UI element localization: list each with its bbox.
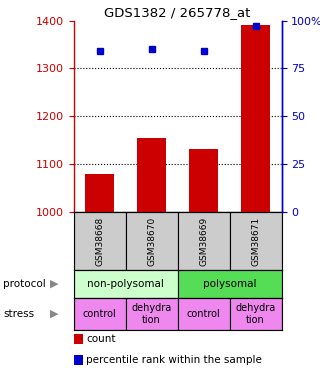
Bar xyxy=(126,212,178,270)
Text: dehydra
tion: dehydra tion xyxy=(132,303,172,325)
Text: ▶: ▶ xyxy=(50,309,58,319)
Text: control: control xyxy=(83,309,116,319)
Text: GSM38669: GSM38669 xyxy=(199,216,208,266)
Text: percentile rank within the sample: percentile rank within the sample xyxy=(86,355,262,365)
Text: count: count xyxy=(86,334,116,344)
Bar xyxy=(189,149,218,212)
Bar xyxy=(178,270,282,298)
Text: GSM38668: GSM38668 xyxy=(95,216,104,266)
Bar xyxy=(74,355,83,365)
Bar xyxy=(74,334,83,344)
Text: polysomal: polysomal xyxy=(203,279,256,289)
Bar xyxy=(74,270,178,298)
Bar xyxy=(178,298,230,330)
Text: protocol: protocol xyxy=(3,279,46,289)
Title: GDS1382 / 265778_at: GDS1382 / 265778_at xyxy=(104,6,251,20)
Text: GSM38670: GSM38670 xyxy=(147,216,156,266)
Bar xyxy=(74,212,126,270)
Bar xyxy=(137,138,166,212)
Bar xyxy=(126,298,178,330)
Bar xyxy=(178,212,230,270)
Bar xyxy=(241,26,270,212)
Text: GSM38671: GSM38671 xyxy=(251,216,260,266)
Bar xyxy=(230,298,282,330)
Bar xyxy=(230,212,282,270)
Text: non-polysomal: non-polysomal xyxy=(87,279,164,289)
Text: control: control xyxy=(187,309,220,319)
Bar xyxy=(74,298,126,330)
Text: stress: stress xyxy=(3,309,34,319)
Bar xyxy=(85,174,114,212)
Text: dehydra
tion: dehydra tion xyxy=(236,303,276,325)
Text: ▶: ▶ xyxy=(50,279,58,289)
